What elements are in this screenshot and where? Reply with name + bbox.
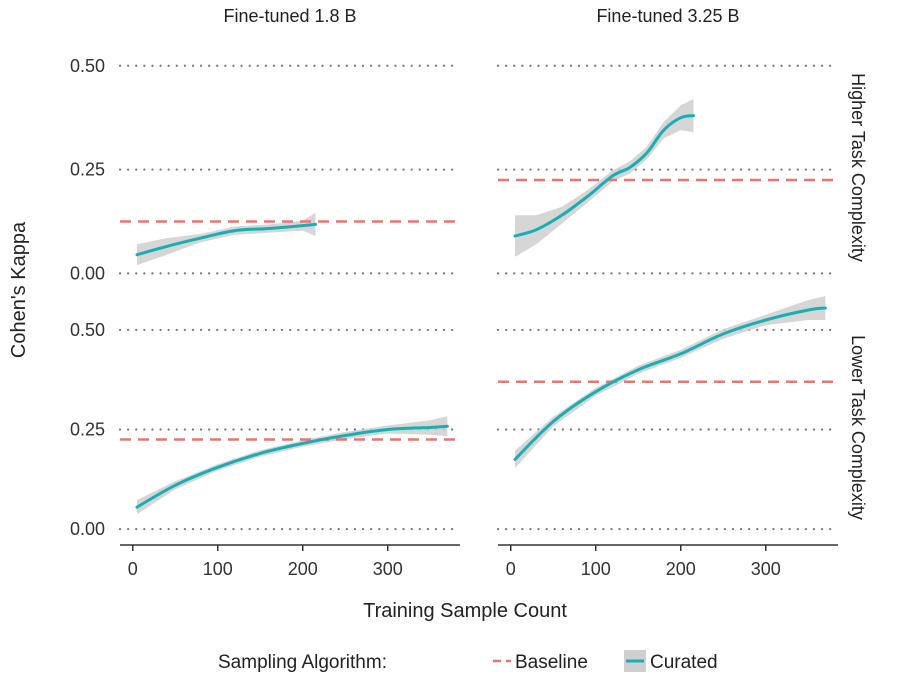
x-tick-label: 0	[128, 559, 138, 579]
x-tick-label: 100	[203, 559, 233, 579]
x-tick-label: 0	[506, 559, 516, 579]
column-strip-label: Fine-tuned 1.8 B	[223, 6, 356, 26]
row-strip-label: Lower Task Complexity	[848, 335, 868, 520]
x-tick-label: 200	[666, 559, 696, 579]
legend-baseline-label: Baseline	[515, 652, 588, 673]
curated-line	[135, 222, 317, 257]
curated-confidence-band	[137, 212, 316, 266]
panel-fine-tuned-3-25-b-lower-task-complexity	[496, 296, 840, 531]
x-tick-label: 300	[373, 559, 403, 579]
legend-title: Sampling Algorithm:	[218, 652, 387, 673]
chart-legend: Sampling Algorithm: Baseline Curated	[218, 650, 718, 673]
y-tick-label: 0.00	[70, 263, 105, 283]
chart-axes: 0.00 0.25 0.50 0.00 0.25 0.50 0 100 200 300 0 100 20…	[70, 56, 838, 579]
x-tick-label: 300	[751, 559, 781, 579]
panel-fine-tuned-1-8-b-higher-task-complexity	[118, 64, 462, 275]
y-tick-label: 0.50	[70, 56, 105, 76]
x-tick-label: 100	[581, 559, 611, 579]
y-tick-label: 0.25	[70, 419, 105, 439]
y-axis-title: Cohen's Kappa	[8, 221, 30, 358]
facet-strip-labels: Fine-tuned 1.8 B Fine-tuned 3.25 B Higher …	[223, 6, 868, 520]
panel-fine-tuned-1-8-b-lower-task-complexity	[118, 328, 462, 531]
legend-curated-label: Curated	[650, 652, 718, 673]
y-tick-label: 0.00	[70, 519, 105, 539]
curated-line	[135, 424, 449, 509]
row-strip-label: Higher Task Complexity	[848, 73, 868, 262]
x-axis-title: Training Sample Count	[363, 600, 567, 622]
panel-fine-tuned-3-25-b-higher-task-complexity	[496, 64, 840, 275]
curated-confidence-band	[137, 416, 448, 515]
curated-line	[513, 114, 695, 238]
column-strip-label: Fine-tuned 3.25 B	[596, 6, 739, 26]
y-tick-label: 0.50	[70, 320, 105, 340]
y-tick-label: 0.25	[70, 160, 105, 180]
x-tick-label: 200	[288, 559, 318, 579]
curated-line	[513, 306, 827, 461]
curated-confidence-band	[515, 99, 694, 257]
chart-panels	[118, 64, 840, 531]
